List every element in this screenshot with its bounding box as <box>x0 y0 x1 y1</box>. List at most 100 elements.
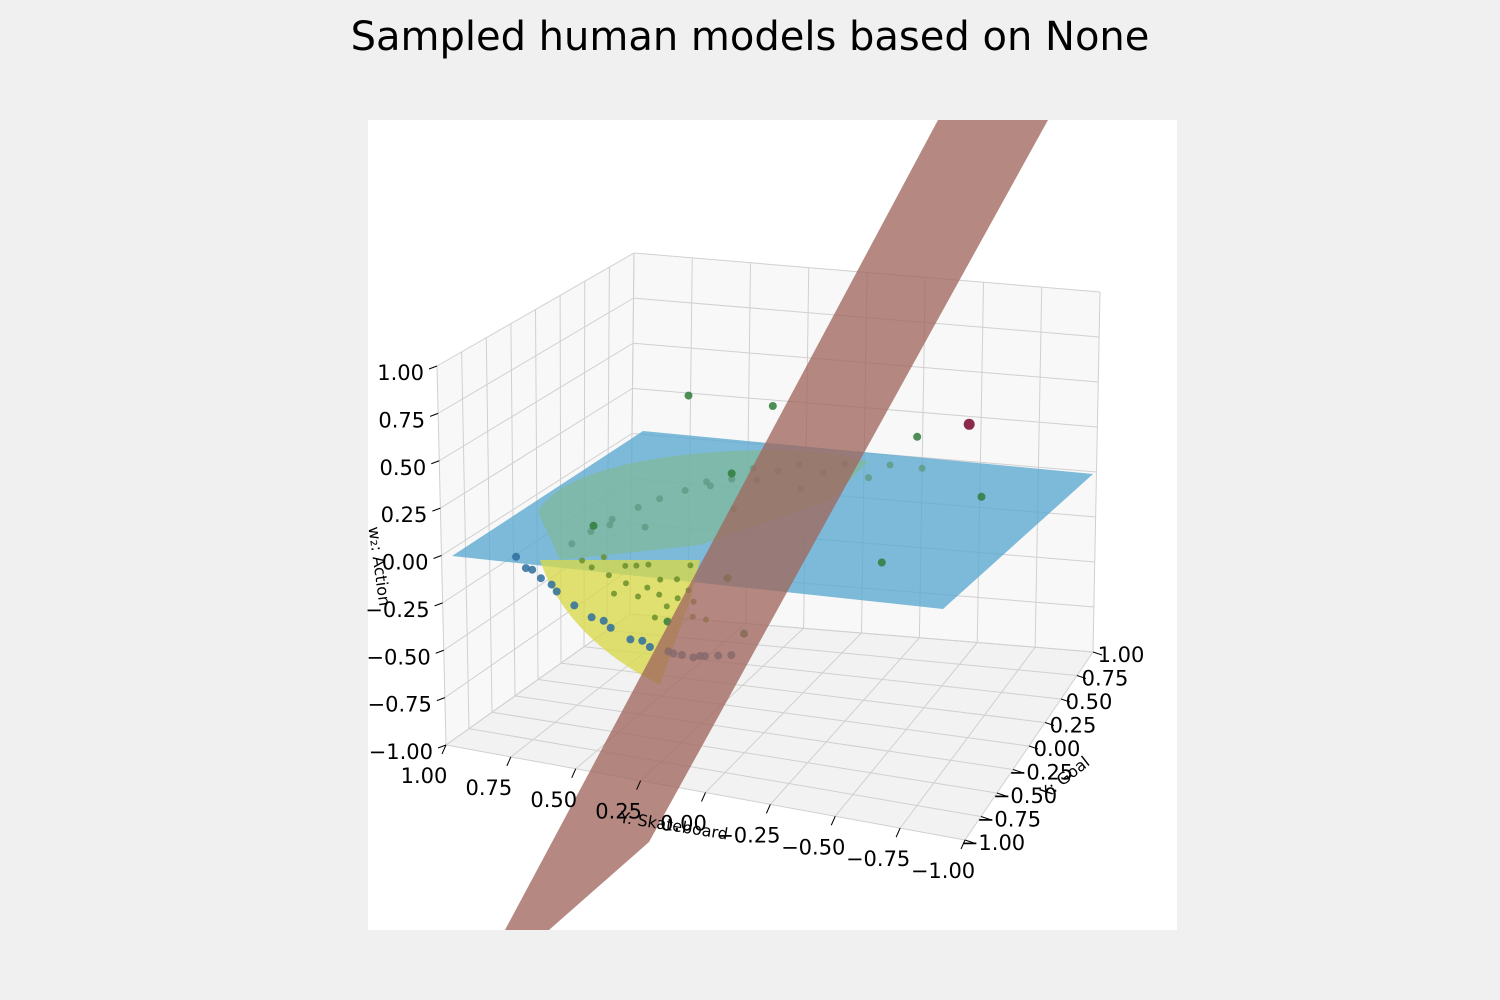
tick-mark <box>428 365 438 370</box>
data-point <box>635 593 641 600</box>
data-point <box>877 558 886 567</box>
y-tick-label: 0.25 <box>595 800 642 824</box>
tick-mark <box>964 839 975 844</box>
y-tick-label: 0.00 <box>660 812 707 836</box>
data-point <box>638 636 647 645</box>
data-point <box>626 635 635 644</box>
grid-wally-h <box>437 297 634 414</box>
tick-mark <box>1012 769 1023 773</box>
y-tick-label: 1.00 <box>401 764 448 788</box>
tick-mark <box>429 412 439 417</box>
chart-title: Sampled human models based on None <box>350 14 1150 60</box>
data-point <box>913 432 922 441</box>
y-tick-label: 0.50 <box>530 788 577 812</box>
tick-mark <box>441 744 447 755</box>
data-point <box>727 469 736 478</box>
grid-floor-y <box>705 632 862 793</box>
data-point <box>579 557 586 564</box>
y-tick-label: −1.00 <box>911 859 975 883</box>
tick-mark <box>431 460 440 465</box>
data-point <box>963 418 975 430</box>
data-point <box>552 587 561 596</box>
data-point <box>606 521 614 529</box>
tick-mark <box>506 756 512 767</box>
y-tick-label: −0.25 <box>716 823 780 847</box>
data-point <box>605 572 612 579</box>
x-tick-label: 0.75 <box>1082 667 1129 691</box>
z-tick-label: 0.00 <box>382 551 429 575</box>
surfaces-front <box>505 120 1048 930</box>
tick-mark <box>436 697 446 702</box>
tick-mark <box>1028 745 1039 750</box>
data-point <box>684 391 693 400</box>
tick-marks <box>428 365 1103 850</box>
data-point <box>536 574 545 583</box>
data-point <box>521 564 530 573</box>
data-point <box>728 475 736 483</box>
x-tick-label: 0.50 <box>1066 690 1113 714</box>
x-tick-label: 1.00 <box>1098 643 1145 667</box>
z-tick-label: 0.50 <box>379 456 426 480</box>
data-point <box>663 603 670 610</box>
tick-mark <box>765 804 771 814</box>
tick-mark <box>435 649 444 654</box>
data-point <box>599 616 608 625</box>
data-point <box>568 540 576 548</box>
x-tick-label: −0.75 <box>977 808 1041 832</box>
data-point <box>644 584 651 591</box>
data-point <box>633 562 640 569</box>
tick-mark <box>980 816 991 820</box>
data-point <box>645 561 652 568</box>
data-point <box>886 461 894 469</box>
data-point <box>570 601 579 610</box>
constraint-plane <box>505 120 1048 930</box>
z-tick-label: −1.00 <box>369 740 433 764</box>
y-tick-label: −0.50 <box>781 835 845 859</box>
data-point <box>865 474 872 482</box>
data-point <box>587 528 595 535</box>
tick-mark <box>830 816 836 826</box>
grid-wally-h <box>441 433 633 556</box>
y-tick-label: 0.75 <box>465 776 512 800</box>
data-point <box>512 552 521 561</box>
tick-mark <box>433 555 442 559</box>
data-point <box>656 495 664 503</box>
tick-mark <box>432 507 441 512</box>
grid-wally-h <box>440 387 633 509</box>
data-point <box>977 492 986 501</box>
data-point <box>657 576 664 583</box>
data-point <box>588 564 595 571</box>
data-point <box>611 590 617 597</box>
tick-mark <box>1044 722 1055 726</box>
tick-mark <box>895 827 901 838</box>
data-point <box>608 515 616 523</box>
tick-mark <box>571 768 577 778</box>
grid-wally-h <box>438 342 634 462</box>
x-tick-label: 0.00 <box>1034 737 1081 761</box>
data-point <box>681 487 689 494</box>
tick-mark <box>1076 675 1087 679</box>
data-point <box>706 482 714 490</box>
data-point <box>606 623 615 632</box>
tick-mark <box>434 602 443 607</box>
data-point <box>674 595 681 602</box>
data-point <box>623 580 629 587</box>
axis-labels: 1.00 0.75 0.50 0.25 0.00 −0.25 −0.50 −0.75 −1.00… <box>364 361 1144 883</box>
x-tick-label: −0.50 <box>993 784 1057 808</box>
x-tick-label: 0.25 <box>1050 714 1097 738</box>
data-point <box>600 554 607 561</box>
data-point <box>634 503 642 511</box>
data-point <box>587 613 596 622</box>
z-tick-label: −0.25 <box>365 598 429 622</box>
tick-mark <box>996 792 1007 797</box>
z-tick-label: −0.75 <box>368 693 432 717</box>
tick-mark <box>636 780 642 790</box>
x-tick-label: −0.25 <box>1009 761 1073 785</box>
z-tick-label: 1.00 <box>377 361 424 385</box>
data-point <box>547 580 556 589</box>
data-point <box>622 562 629 569</box>
tick-mark <box>701 792 706 802</box>
tick-mark <box>1060 698 1071 703</box>
z-tick-label: −0.50 <box>366 645 430 669</box>
